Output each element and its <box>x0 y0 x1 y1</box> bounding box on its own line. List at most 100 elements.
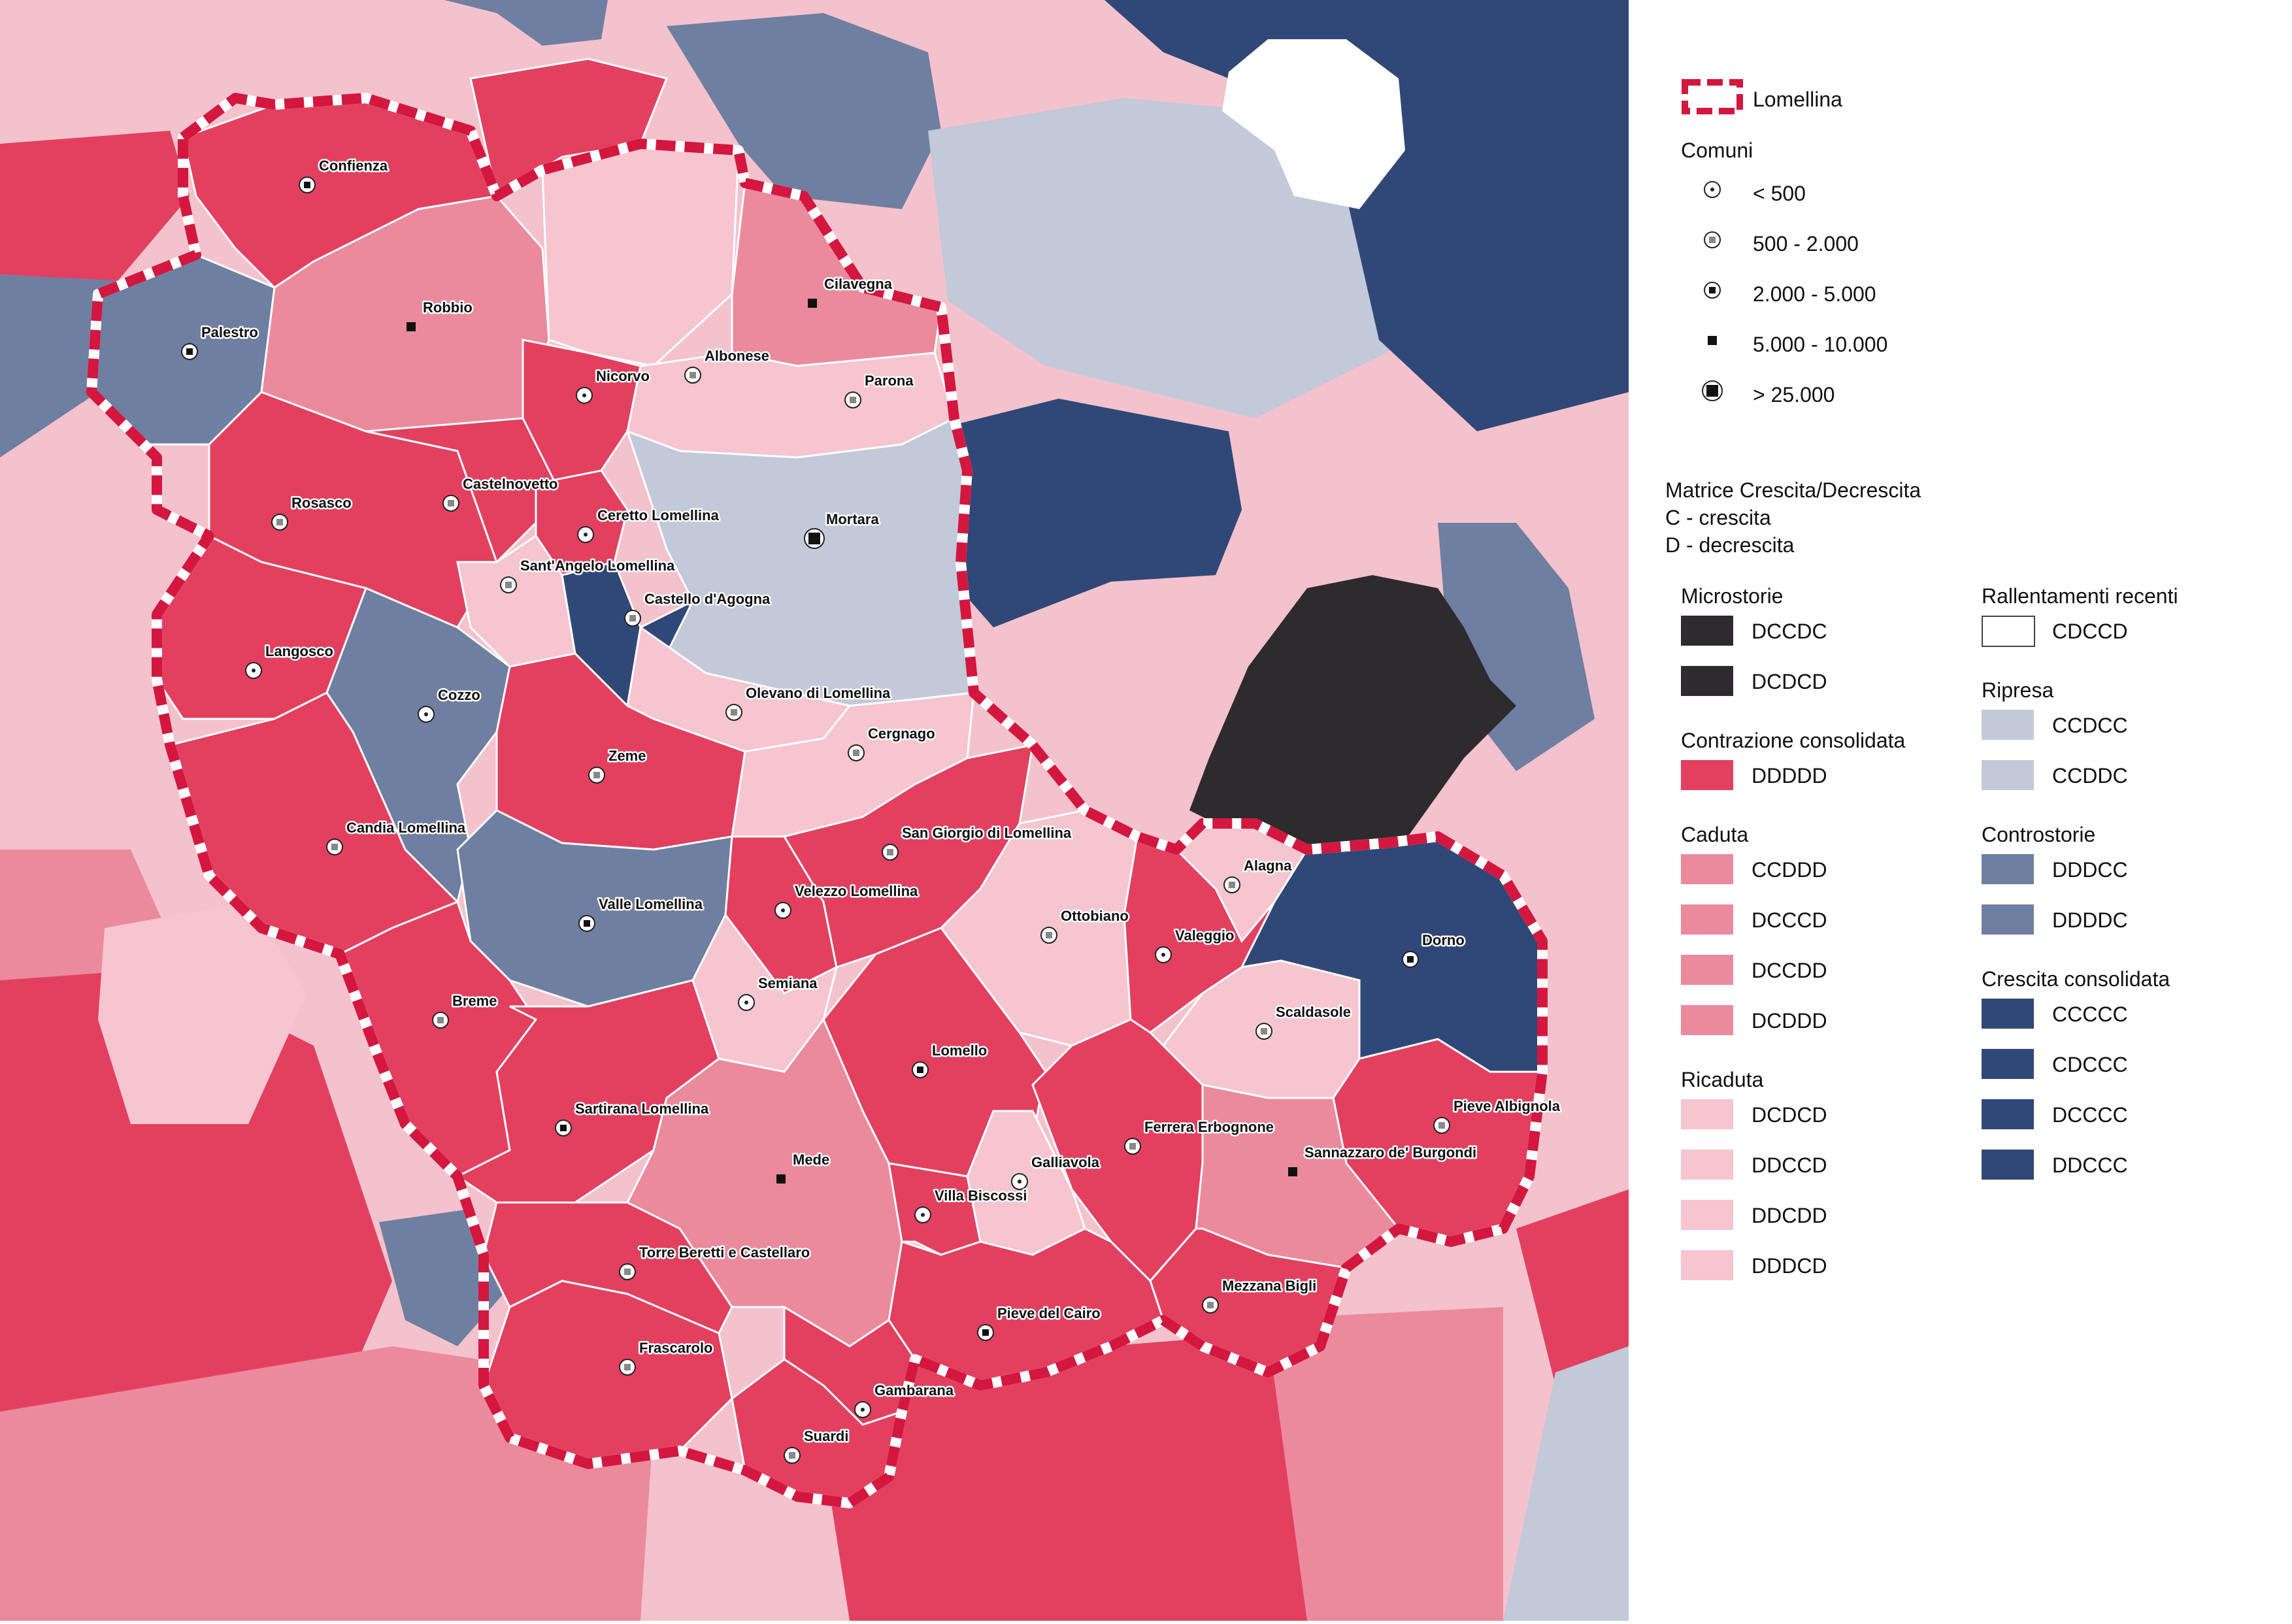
town-marker <box>326 838 343 855</box>
town-marker <box>1288 1167 1297 1176</box>
legend-code-label: DDDDC <box>2052 908 2128 932</box>
town-cozzo: Cozzo <box>418 686 482 723</box>
region-outside <box>1189 575 1516 863</box>
region-outside <box>1229 1307 1503 1621</box>
town-marker <box>181 343 198 360</box>
town-sartirana-lomellina: Sartirana Lomellina <box>555 1099 710 1136</box>
town-marker <box>619 1359 636 1376</box>
town-label: Nicorvo <box>596 368 650 384</box>
legend-swatch <box>1681 854 1733 884</box>
town-marker <box>299 176 316 193</box>
legend-group-title: Contrazione consolidata <box>1681 729 1906 752</box>
legend-swatch <box>1681 1150 1733 1180</box>
town-semiana: Semiana <box>738 974 820 1011</box>
matrix-c-definition: C - crescita <box>1665 506 1771 529</box>
town-ferrera-erbognone: Ferrera Erbognone <box>1124 1118 1276 1155</box>
town-marker <box>578 915 595 932</box>
town-marker <box>1040 927 1057 944</box>
town-label: Frascarolo <box>639 1340 713 1356</box>
legend-code-label: CDCCC <box>2052 1053 2128 1076</box>
town-label: Torre Beretti e Castellaro <box>639 1244 810 1261</box>
town-torre-beretti-e-castellaro: Torre Beretti e Castellaro <box>619 1243 812 1280</box>
legend-swatch <box>1982 760 2034 790</box>
legend-code-label: DCCCD <box>1752 908 1827 932</box>
town-label: Castello d'Agogna <box>644 591 771 607</box>
town-castello-d-agogna: Castello d'Agogna <box>624 589 772 627</box>
legend-swatch <box>1681 1099 1733 1129</box>
legend-group-title: Controstorie <box>1982 823 2096 846</box>
legend-code-label: DDCCD <box>1752 1153 1827 1177</box>
town-marker <box>1402 951 1419 968</box>
legend-code-label: CCDCC <box>2052 714 2128 737</box>
town-marker <box>1202 1297 1219 1314</box>
town-sannazzaro-de-burgondi: Sannazzaro de' Burgondi <box>1288 1143 1478 1176</box>
town-marker <box>977 1324 994 1341</box>
town-label: Alagna <box>1244 857 1292 874</box>
town-label: Scaldasole <box>1276 1004 1351 1020</box>
legend-swatch <box>1982 616 2035 647</box>
town-alagna: Alagna <box>1223 856 1294 893</box>
boundary-legend-label: Lomellina <box>1753 88 1842 111</box>
town-lomello: Lomello <box>912 1041 989 1078</box>
town-label: Ceretto Lomellina <box>597 507 720 523</box>
town-sant-angelo-lomellina: Sant'Angelo Lomellina <box>500 556 677 593</box>
legend-swatch <box>1681 666 1733 696</box>
town-marker <box>725 704 742 721</box>
town-marker <box>588 767 605 784</box>
comuni-legend-marker <box>1704 282 1721 299</box>
town-label: Cergnago <box>868 725 935 742</box>
town-label: Confienza <box>319 157 388 174</box>
town-mede: Mede <box>776 1150 831 1184</box>
matrix-d-definition: D - decrescita <box>1665 533 1795 557</box>
town-label: Albonese <box>705 348 769 364</box>
legend-code-label: DDDDD <box>1752 764 1827 787</box>
legend-swatch <box>1982 904 2034 935</box>
comuni-legend-label: 2.000 - 5.000 <box>1753 282 1876 306</box>
town-label: Galliavola <box>1031 1154 1100 1170</box>
legend-swatch <box>1982 710 2034 740</box>
region-outside <box>948 399 1242 627</box>
town-marker <box>271 514 288 531</box>
town-label: Olevano di Lomellina <box>746 685 891 701</box>
town-marker <box>577 526 594 543</box>
comuni-legend-label: 5.000 - 10.000 <box>1753 333 1888 356</box>
boundary-legend-swatch <box>1682 79 1743 114</box>
legend-code-label: DDCDD <box>1752 1204 1827 1227</box>
town-label: Mede <box>793 1152 829 1168</box>
legend-group-title: Crescita consolidata <box>1982 967 2170 991</box>
legend-panel: Lomellina Comuni < 500 500 - 2.000 2.000 -… <box>1629 0 2292 1621</box>
legend-group-title: Microstorie <box>1681 584 1784 608</box>
legend-code-label: CCDDC <box>2052 764 2128 787</box>
legend-swatch <box>1681 1005 1733 1035</box>
town-marker <box>1011 1173 1028 1190</box>
town-scaldasole: Scaldasole <box>1255 1003 1352 1040</box>
legend-code-label: DCDCD <box>1752 670 1827 693</box>
town-label: Robbio <box>423 299 473 316</box>
town-label: Mezzana Bigli <box>1222 1278 1316 1294</box>
legend-code-label: DCCDC <box>1752 620 1827 643</box>
town-marker <box>784 1447 801 1464</box>
town-label: Sant'Angelo Lomellina <box>520 557 675 574</box>
comuni-legend-label: > 25.000 <box>1753 383 1835 406</box>
legend-code-label: DDCCC <box>2052 1153 2128 1177</box>
town-valeggio: Valeggio <box>1155 926 1236 963</box>
town-label: Rosasco <box>291 495 352 511</box>
town-label: Langosco <box>265 643 333 659</box>
town-cilavegna: Cilavegna <box>808 274 894 308</box>
town-label: Gambarana <box>874 1382 954 1399</box>
town-pieve-albignola: Pieve Albignola <box>1433 1097 1562 1134</box>
town-marker <box>500 576 517 593</box>
town-galliavola: Galliavola <box>1011 1153 1101 1190</box>
legend-swatch <box>1681 904 1733 935</box>
town-marker <box>774 902 791 919</box>
legend-swatch <box>1982 999 2034 1029</box>
town-label: Lomello <box>932 1042 987 1059</box>
town-marker <box>442 495 459 512</box>
legend-swatch <box>1681 955 1733 985</box>
town-suardi: Suardi <box>784 1427 850 1464</box>
legend-group-title: Caduta <box>1681 823 1749 846</box>
region-outside <box>0 967 392 1477</box>
region-outside <box>667 13 941 209</box>
legend-swatch <box>1681 760 1733 790</box>
comune-area <box>365 417 563 564</box>
